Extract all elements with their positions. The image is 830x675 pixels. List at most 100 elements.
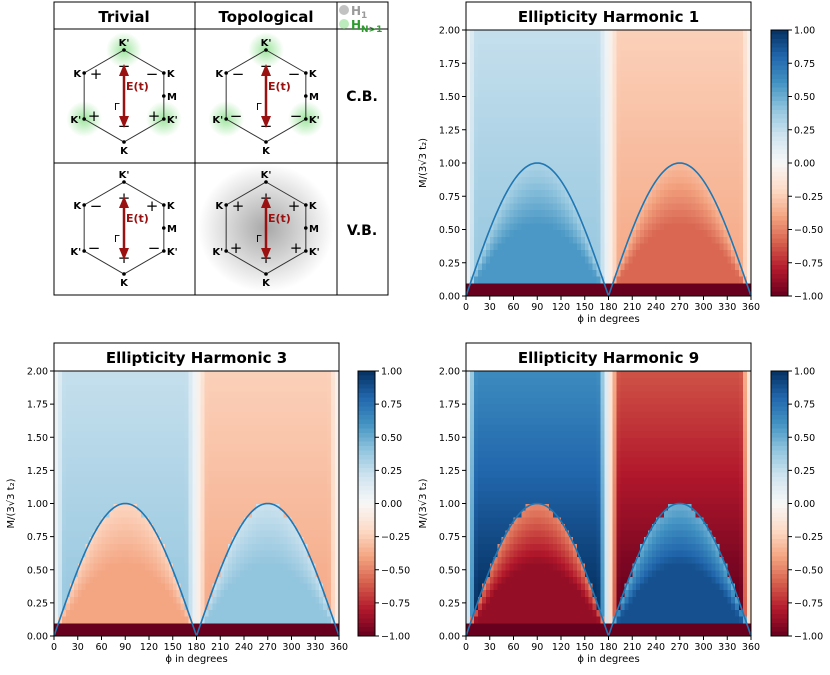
- sign-4: +: [230, 239, 243, 257]
- x-tick-label: 150: [576, 642, 594, 653]
- y-tick-label: 1.25: [439, 125, 460, 136]
- colorbar-tick-label: 0.00: [794, 159, 815, 170]
- y-tick-label: 1.25: [439, 466, 460, 477]
- x-tick-label: 180: [599, 302, 617, 313]
- m-point-label: M: [167, 92, 177, 103]
- title-box: [53, 342, 340, 372]
- colorbar-tick-label: 0.50: [794, 92, 815, 103]
- y-tick-label: 1.75: [27, 400, 48, 411]
- vertex-label: K': [119, 170, 130, 181]
- legend-hn-sub: N>1: [361, 25, 382, 35]
- vertex-label: K: [73, 69, 82, 80]
- vertex-dot: [224, 117, 228, 121]
- vertex-label: K': [167, 115, 178, 126]
- x-tick-label: 300: [694, 642, 712, 653]
- vertex-dot: [264, 140, 268, 144]
- colorbar-tick-label: −0.50: [794, 565, 823, 576]
- bz-cell-3: K'KK'KK'K++++++MΓE(t): [198, 164, 334, 292]
- sign-0: −: [232, 65, 245, 83]
- y-tick-label: 0.50: [439, 225, 460, 236]
- heatmap-cells: [466, 30, 752, 297]
- x-tick-label: 0: [463, 302, 469, 313]
- sign-1: −: [288, 65, 301, 83]
- sign-2: −: [148, 239, 161, 257]
- x-tick-label: 60: [507, 302, 519, 313]
- x-axis-label: ϕ in degrees: [577, 654, 639, 665]
- svg-text:HN>1: HN>1: [351, 18, 382, 35]
- m-point-dot: [162, 94, 166, 98]
- vertex-label: K': [70, 115, 81, 126]
- colorbar-tick-label: 1.00: [794, 26, 815, 37]
- legend-h1-sub: 1: [361, 11, 367, 21]
- y-tick-label: 1.50: [439, 433, 460, 444]
- field-label: E(t): [268, 212, 291, 225]
- colorbar-tick-label: 0.75: [794, 59, 815, 70]
- vertex-dot: [82, 71, 86, 75]
- sign-1: +: [288, 197, 301, 215]
- vertex-dot: [304, 71, 308, 75]
- colorbar-tick-label: 0.25: [381, 466, 402, 477]
- vertex-dot: [122, 48, 126, 52]
- x-tick-label: 300: [694, 302, 712, 313]
- vertex-label: K: [309, 201, 318, 212]
- x-tick-label: 360: [330, 642, 348, 653]
- x-tick-label: 180: [599, 642, 617, 653]
- y-tick-label: 0.25: [439, 598, 460, 609]
- colorbar-tick-label: −0.50: [794, 225, 823, 236]
- vertex-dot: [224, 71, 228, 75]
- field-label: E(t): [126, 80, 149, 93]
- title-box: [465, 1, 752, 31]
- colorbar-tick-label: 1.00: [794, 367, 815, 378]
- m-point-label: M: [309, 224, 319, 235]
- x-tick-label: 120: [140, 642, 158, 653]
- field-label: E(t): [268, 80, 291, 93]
- vertex-dot: [162, 71, 166, 75]
- x-tick-label: 240: [235, 642, 253, 653]
- vertex-dot: [162, 117, 166, 121]
- colorbar-tick-label: 0.00: [381, 499, 402, 510]
- colorbar-tick-label: −0.75: [794, 598, 823, 609]
- colorbar-tick-label: −0.25: [381, 532, 410, 543]
- legend-h1-marker: [339, 5, 349, 15]
- colorbar-tick-label: −0.75: [381, 598, 410, 609]
- x-tick-label: 270: [671, 302, 689, 313]
- vertex-dot: [304, 117, 308, 121]
- x-tick-label: 150: [576, 302, 594, 313]
- vertex-label: K': [167, 247, 178, 258]
- vertex-label: K: [167, 69, 176, 80]
- vertex-label: K: [309, 69, 318, 80]
- vertex-dot: [82, 203, 86, 207]
- colorbar: 1.00 0.75 0.50 0.25 0.00 −0.25 −0.50 −0.75 −1.00: [770, 367, 823, 643]
- m-point-label: M: [309, 92, 319, 103]
- x-tick-label: 270: [259, 642, 277, 653]
- m-point-dot: [304, 94, 308, 98]
- vertex-dot: [122, 272, 126, 276]
- x-tick-label: 330: [306, 642, 324, 653]
- legend-hn: HN>1: [339, 18, 382, 35]
- y-tick-label: 1.25: [27, 466, 48, 477]
- y-axis-label: M/(3√3 t₂): [418, 138, 429, 188]
- chart-title: Ellipticity Harmonic 3: [106, 349, 287, 367]
- x-axis-label: ϕ in degrees: [165, 654, 227, 665]
- x-tick-label: 360: [742, 302, 760, 313]
- colorbar: 1.00 0.75 0.50 0.25 0.00 −0.25 −0.50 −0.75 −1.00: [357, 367, 410, 643]
- heatmap-cells: [466, 371, 752, 637]
- y-tick-label: 0.25: [439, 258, 460, 269]
- y-axis-label: M/(3√3 t₂): [418, 478, 429, 528]
- vertex-label: K': [119, 38, 130, 49]
- vertex-label: K': [261, 170, 272, 181]
- colorbar-tick-label: 0.25: [794, 466, 815, 477]
- vertex-dot: [264, 180, 268, 184]
- gamma-label: Γ: [256, 102, 262, 113]
- heatmap-panel-harmonic-9: Ellipticity Harmonic 9 0 30 60 90 120 150 180 21…: [418, 342, 823, 665]
- bz-cells: K'KK'KK'K+−+−+−MΓE(t)K'KK'KK'K−−−−−−MΓE(…: [66, 32, 334, 292]
- x-tick-label: 330: [718, 642, 736, 653]
- x-tick-label: 30: [484, 302, 496, 313]
- vertex-label: K': [261, 38, 272, 49]
- x-tick-label: 360: [742, 642, 760, 653]
- vertex-label: K: [215, 201, 224, 212]
- y-tick-label: 0.25: [27, 598, 48, 609]
- col-header-topological: Topological: [218, 8, 313, 26]
- y-tick-label: 0.75: [27, 532, 48, 543]
- x-tick-label: 180: [187, 642, 205, 653]
